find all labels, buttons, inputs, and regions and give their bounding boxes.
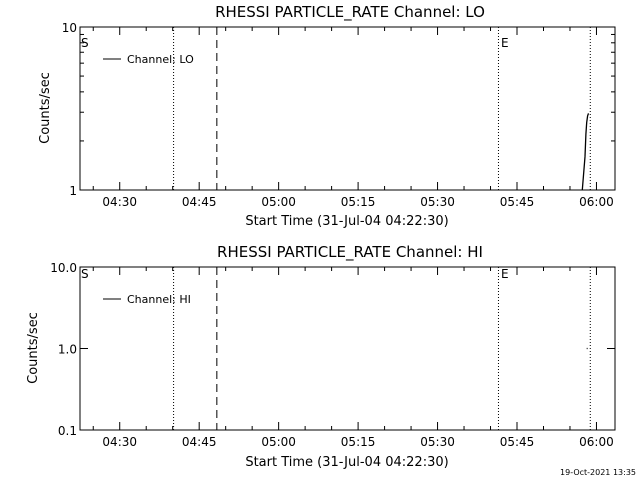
end-marker-label: E	[501, 36, 509, 50]
x-tick-label: 05:30	[420, 195, 455, 209]
x-tick-label: 05:15	[341, 435, 376, 449]
start-marker-label: S	[81, 267, 89, 281]
x-tick-label: 06:00	[579, 435, 614, 449]
start-marker-label: S	[81, 36, 89, 50]
x-tick-label: 06:00	[579, 195, 614, 209]
y-tick-label: 1	[69, 184, 77, 198]
y-tick-label: 0.1	[58, 424, 77, 438]
y-tick-label: 1.0	[58, 343, 77, 357]
legend-label: Channel: LO	[127, 53, 194, 66]
x-tick-label: 05:45	[500, 435, 535, 449]
x-tick-label: 04:45	[182, 195, 217, 209]
x-tick-label: 04:30	[102, 195, 137, 209]
plot-marks: 04:30 04:45 05:00 05:15 05:30 05:45 06:00 1 10	[62, 21, 615, 209]
y-axis-label: Counts/sec	[38, 72, 53, 144]
chart-title: RHESSI PARTICLE_RATE Channel: LO	[215, 3, 485, 22]
timestamp-footer: 19-Oct-2021 13:35	[560, 468, 636, 477]
y-tick-label: 10.0	[50, 261, 77, 275]
x-tick-label: 04:30	[102, 435, 137, 449]
plot-frame	[79, 266, 616, 431]
y-axis-label: Counts/sec	[26, 312, 41, 384]
x-tick-label: 05:30	[420, 435, 455, 449]
plot-marks: 04:30 04:45 05:00 05:15 05:30 05:45 06:00 0.1 1.…	[50, 261, 615, 449]
x-tick-label: 05:00	[261, 435, 296, 449]
plot-frame	[79, 26, 616, 191]
x-tick-label: 05:15	[341, 195, 376, 209]
x-tick-label: 05:00	[261, 195, 296, 209]
chart-panel-hi: RHESSI PARTICLE_RATE Channel: HI Counts/…	[26, 243, 616, 470]
x-tick-label: 05:45	[500, 195, 535, 209]
chart-panel-lo: RHESSI PARTICLE_RATE Channel: LO Counts/…	[38, 3, 616, 229]
end-marker-label: E	[501, 267, 509, 281]
chart-title: RHESSI PARTICLE_RATE Channel: HI	[217, 243, 483, 262]
legend-label: Channel: HI	[127, 293, 191, 306]
x-axis-label: Start Time (31-Jul-04 04:22:30)	[245, 214, 448, 229]
x-tick-label: 04:45	[182, 435, 217, 449]
y-tick-label: 10	[62, 21, 77, 35]
series-line	[581, 113, 590, 191]
x-axis-label: Start Time (31-Jul-04 04:22:30)	[245, 455, 448, 470]
